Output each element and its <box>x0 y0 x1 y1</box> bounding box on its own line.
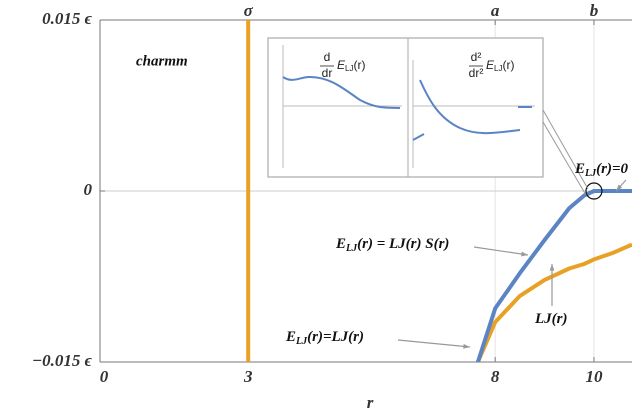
x-tick-label: 10 <box>585 367 603 386</box>
x-tick-label: 0 <box>100 367 109 386</box>
arrow-head <box>549 264 555 271</box>
arrow-head <box>616 184 623 191</box>
inset-sub: LJ <box>494 64 502 73</box>
annotation-arrow <box>397 339 471 348</box>
arrow-head <box>521 251 528 257</box>
annotation: ELJ(r)=LJ(r) <box>285 329 364 347</box>
series-line <box>476 242 632 362</box>
inset-label: ELJ(r) <box>486 58 514 73</box>
annotation-sub: LJ <box>345 243 358 254</box>
y-tick-label: 0.015 ϵ <box>42 9 93 28</box>
arrow-head <box>463 343 470 349</box>
inset-den: dr² <box>469 66 484 80</box>
inset-text: E <box>337 58 346 72</box>
highlight-point <box>585 182 603 200</box>
annotation-arrow <box>473 246 529 256</box>
annotation-sub: LJ <box>584 168 597 179</box>
inset-frame <box>267 37 544 178</box>
inset-den: dr <box>322 66 333 80</box>
annotation-text: LJ(r) <box>534 311 568 327</box>
inset-text: (r) <box>502 58 514 72</box>
annotation-text: E <box>574 161 585 177</box>
plot-label: charmm <box>136 53 188 69</box>
series-line <box>475 189 632 362</box>
x-tick-label: 3 <box>243 367 253 386</box>
annotation-text: (r) = LJ(r) S(r) <box>357 236 449 252</box>
connector <box>542 109 589 190</box>
inset-sub: LJ <box>345 64 353 73</box>
top-tick-label: σ <box>244 1 254 20</box>
inset-curve <box>419 79 521 135</box>
x-tick-label: 8 <box>491 367 500 386</box>
connector <box>542 121 587 196</box>
inset-curve <box>412 133 425 141</box>
top-tick-label: a <box>491 1 500 20</box>
inset-label: ELJ(r) <box>337 58 365 73</box>
inset-text: E <box>486 58 495 72</box>
y-tick-label: 0 <box>84 180 93 199</box>
plot: ELJ(r) = LJ(r) S(r)ELJ(r)=LJ(r)LJ(r)ELJ(… <box>246 20 632 362</box>
y-tick-label: −0.015 ϵ <box>32 351 93 370</box>
annotation: ELJ(r)=0 <box>574 161 629 179</box>
annotation-text: E <box>335 236 346 252</box>
inset-text: (r) <box>353 58 365 72</box>
inset-curve <box>282 75 401 109</box>
inset-num: d <box>324 50 331 64</box>
annotation: LJ(r) <box>534 311 568 327</box>
annotation-sub: LJ <box>295 336 308 347</box>
top-tick-label: b <box>590 1 599 20</box>
annotation-text: (r)=LJ(r) <box>307 329 364 345</box>
inset-num: d² <box>471 50 482 64</box>
annotation-text: E <box>285 329 296 345</box>
annotation-text: (r)=0 <box>596 161 628 177</box>
annotation: ELJ(r) = LJ(r) S(r) <box>335 236 449 254</box>
x-axis-label: r <box>367 393 374 412</box>
